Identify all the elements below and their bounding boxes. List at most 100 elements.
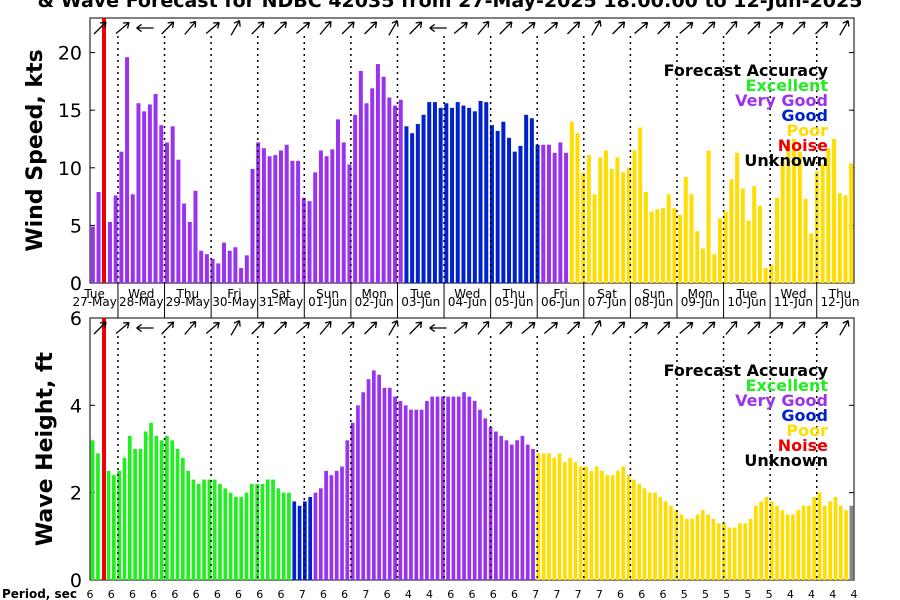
wind-legend-item: Excellent <box>746 76 829 95</box>
wind-bar <box>541 144 546 283</box>
wave-bar <box>265 479 270 580</box>
wind-bar <box>689 194 694 283</box>
wave-bar <box>122 457 127 580</box>
wave-bar <box>340 466 344 580</box>
day-name-label: Tue <box>736 287 758 301</box>
wind-direction-arrow <box>341 21 355 35</box>
period-value: 6 <box>214 588 221 600</box>
wind-bar <box>261 148 266 283</box>
day-name-label: Thu <box>176 287 200 301</box>
wind-bar <box>364 103 369 284</box>
wind-bar <box>655 209 660 283</box>
period-value: 6 <box>108 588 115 600</box>
wave-bar <box>600 470 604 580</box>
wave-bar <box>165 435 169 580</box>
wind-bar <box>267 156 272 283</box>
wind-bar <box>318 150 323 283</box>
period-value: 5 <box>766 588 773 600</box>
wave-bar <box>759 501 764 580</box>
wind-direction-arrow <box>657 21 671 35</box>
period-value: 4 <box>829 588 836 600</box>
wave-bar <box>626 475 631 580</box>
wind-bar <box>501 121 506 284</box>
wind-direction-arrow <box>679 21 694 34</box>
period-value: 6 <box>341 588 348 600</box>
wind-bar <box>210 258 215 283</box>
wind-legend-item: Unknown <box>744 151 828 170</box>
day-date-label: 01-Jun <box>308 295 347 309</box>
wave-direction-arrow <box>341 321 355 335</box>
day-name-label: Sun <box>316 287 339 301</box>
day-date-label: 02-Jun <box>355 295 394 309</box>
wind-bar <box>415 124 420 283</box>
wind-bar <box>330 149 335 283</box>
wind-bar <box>296 160 301 283</box>
wave-bar <box>552 457 557 580</box>
wind-direction-arrow <box>453 21 468 34</box>
period-value: 6 <box>447 588 454 600</box>
wave-bar <box>791 514 795 580</box>
wind-bar <box>159 125 164 283</box>
day-name-label: Fri <box>553 287 567 301</box>
wind-bar <box>752 186 757 283</box>
wind-bar <box>347 164 352 283</box>
wave-direction-arrow <box>839 320 850 336</box>
day-name-label: Tue <box>83 287 105 301</box>
wave-bar <box>753 505 758 580</box>
wave-direction-arrow <box>453 321 468 334</box>
wave-bar <box>149 422 153 580</box>
wind-bar <box>381 76 386 284</box>
wind-bar <box>170 126 175 283</box>
wave-bar <box>366 379 371 580</box>
wind-bar <box>387 97 392 283</box>
wave-bar <box>202 479 206 580</box>
period-label: Period, sec <box>2 587 77 600</box>
period-value: 6 <box>320 588 327 600</box>
wave-bar <box>669 505 673 580</box>
wind-bar <box>398 99 403 283</box>
period-value: 4 <box>808 588 815 600</box>
wave-legend-title: Forecast Accuracy <box>664 361 829 380</box>
day-date-label: 08-Jun <box>634 295 673 309</box>
wind-direction-arrow <box>251 21 265 35</box>
wind-bar <box>775 197 780 283</box>
wind-bar <box>393 105 398 283</box>
wind-bar <box>638 127 643 284</box>
wind-bar <box>427 102 432 283</box>
period-value: 5 <box>723 588 730 600</box>
day-name-label: Tue <box>410 287 432 301</box>
wave-bar <box>414 409 419 580</box>
wind-bar <box>666 194 671 283</box>
wave-bar <box>133 449 137 580</box>
chart-title: & Wave Forecast for NDBC 42035 from 27-M… <box>37 0 863 12</box>
wave-bar <box>589 470 594 580</box>
wind-bar <box>843 195 848 283</box>
wave-bar <box>743 523 748 580</box>
wind-direction-arrow <box>839 20 850 36</box>
wind-direction-arrow <box>364 21 378 35</box>
wave-bar <box>409 409 413 580</box>
wind-direction-arrow <box>543 21 559 34</box>
wave-bar <box>732 527 737 580</box>
wave-ytick-label: 4 <box>70 395 82 417</box>
period-value: 6 <box>278 588 285 600</box>
wave-bar <box>281 492 286 580</box>
wave-bar <box>345 440 350 580</box>
wave-bar <box>695 514 700 580</box>
wave-direction-arrow <box>477 320 490 335</box>
wave-direction-arrow <box>657 321 671 335</box>
wind-direction-arrow <box>184 20 197 35</box>
wind-bar <box>313 172 318 283</box>
wave-ytick-label: 2 <box>70 483 82 505</box>
wave-bar <box>223 488 228 580</box>
wave-bar <box>525 444 530 580</box>
wave-ytick-label: 0 <box>70 570 82 592</box>
wind-bar <box>375 64 380 283</box>
wind-bar <box>792 138 797 283</box>
wind-bar <box>142 111 147 284</box>
wind-bar <box>763 268 768 283</box>
wind-bar <box>695 231 700 283</box>
period-value: 7 <box>553 588 560 600</box>
wave-bar <box>616 470 620 580</box>
wave-direction-arrow <box>136 323 154 333</box>
